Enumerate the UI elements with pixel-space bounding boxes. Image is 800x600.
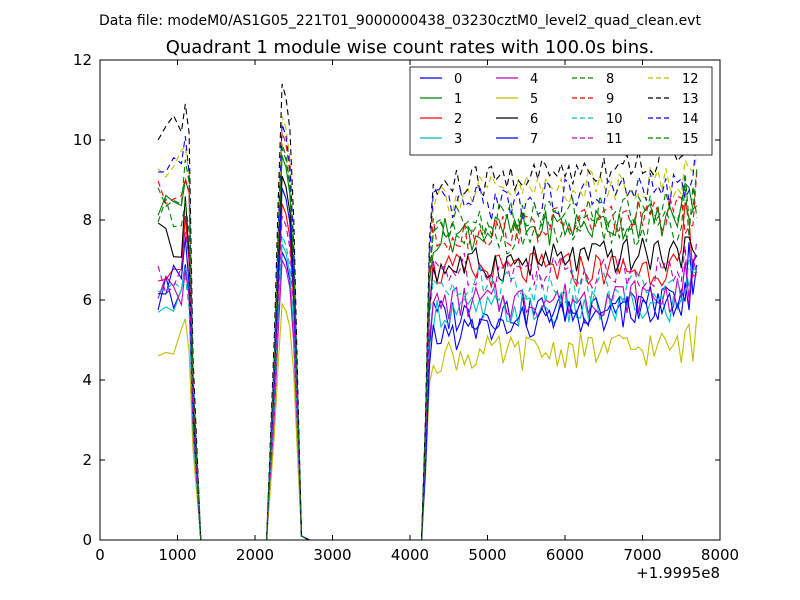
x-tick-label: 5000: [468, 546, 506, 564]
legend-label-12: 12: [682, 72, 699, 87]
legend-label-11: 11: [606, 132, 623, 147]
series-group: [157, 83, 698, 541]
x-tick-label: 1000: [158, 546, 196, 564]
y-tick-label: 6: [82, 291, 92, 309]
series-line-15: [157, 147, 698, 541]
x-tick-label: 0: [95, 546, 105, 564]
legend-label-1: 1: [454, 92, 462, 107]
legend-label-2: 2: [454, 112, 462, 127]
x-tick-label: 8000: [701, 546, 739, 564]
legend-label-8: 8: [606, 72, 614, 87]
legend-label-0: 0: [454, 72, 462, 87]
plot-area: 0 1000 2000 3000 4000 5000 6000 7000 80000246810…: [73, 51, 739, 564]
y-tick-label: 2: [82, 451, 92, 469]
y-tick-label: 8: [82, 211, 92, 229]
legend-label-7: 7: [530, 132, 538, 147]
series-line-11: [157, 215, 698, 541]
series-line-4: [157, 258, 698, 541]
legend-label-5: 5: [530, 92, 538, 107]
figure-suptitle: Data file: modeM0/AS1G05_221T01_90000004…: [99, 13, 701, 29]
x-tick-label: 6000: [546, 546, 584, 564]
chart-title: Quadrant 1 module wise count rates with …: [166, 37, 655, 58]
x-tick-label: 4000: [391, 546, 429, 564]
legend-label-15: 15: [682, 132, 699, 147]
series-line-10: [157, 235, 698, 541]
x-tick-label: 3000: [313, 546, 351, 564]
y-tick-label: 0: [82, 531, 92, 549]
legend-frame: [409, 66, 713, 156]
legend-label-6: 6: [530, 112, 538, 127]
ticks-group: 0 1000 2000 3000 4000 5000 6000 7000 80000246810…: [73, 51, 739, 564]
legend-label-13: 13: [682, 92, 699, 107]
y-tick-label: 10: [73, 131, 92, 149]
legend-label-9: 9: [606, 92, 614, 107]
x-offset-label: +1.9995e8: [636, 564, 720, 582]
x-tick-label: 2000: [236, 546, 274, 564]
series-line-5: [157, 302, 698, 541]
x-tick-label: 7000: [623, 546, 661, 564]
legend-label-10: 10: [606, 112, 623, 127]
y-tick-label: 4: [82, 371, 92, 389]
y-tick-label: 12: [73, 51, 92, 69]
legend-label-3: 3: [454, 132, 462, 147]
legend-label-14: 14: [682, 112, 699, 127]
legend-label-4: 4: [530, 72, 538, 87]
